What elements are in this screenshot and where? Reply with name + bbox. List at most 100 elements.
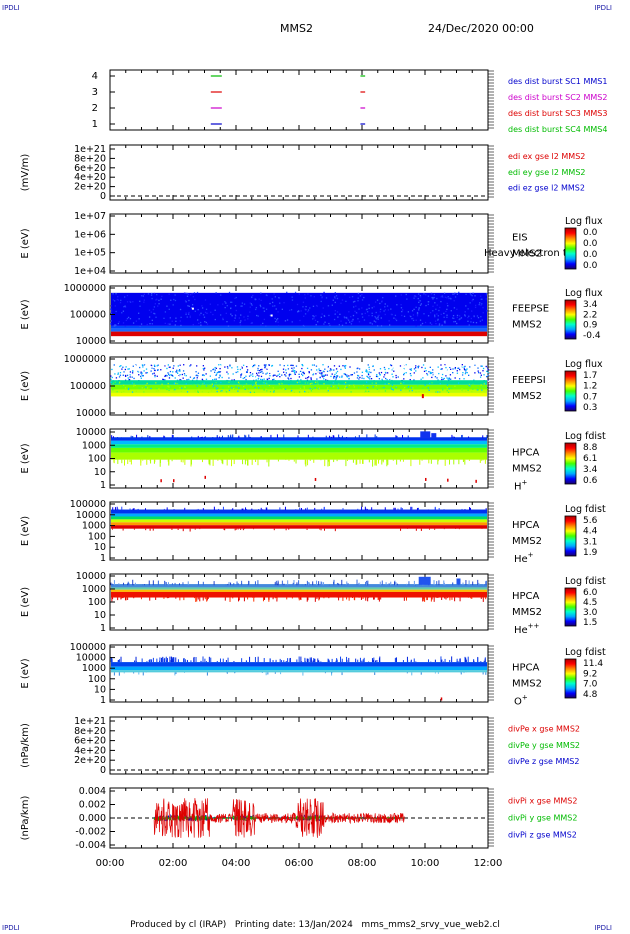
feepsi-speck bbox=[454, 373, 456, 375]
feepsi-speck bbox=[391, 388, 393, 391]
feepse-speck bbox=[132, 322, 135, 324]
feepse-speck bbox=[358, 321, 361, 323]
feepsi-speck bbox=[361, 377, 363, 379]
feepsi-speck bbox=[244, 388, 246, 391]
feepse-band bbox=[111, 328, 487, 332]
feepse-speck bbox=[470, 317, 473, 320]
feepsi-speck bbox=[358, 368, 361, 370]
feepsi-speck bbox=[127, 378, 129, 380]
feepsi-speck bbox=[450, 387, 453, 389]
feepse-band bbox=[111, 292, 487, 326]
feepsi-speck bbox=[393, 370, 395, 372]
feepsi-speck bbox=[226, 365, 229, 368]
ytick-label: 2e+20 bbox=[74, 182, 106, 193]
ytick-label: 10000 bbox=[76, 571, 106, 582]
feepsi-speck bbox=[181, 377, 183, 380]
feepsi-speck bbox=[191, 366, 193, 369]
feepse-speck bbox=[478, 303, 480, 306]
feepsi-speck bbox=[256, 374, 258, 376]
feepsi-speck bbox=[447, 378, 449, 380]
ytick-label: 4 bbox=[92, 71, 98, 82]
feepsi-speck bbox=[316, 378, 318, 380]
feepsi-speck bbox=[202, 365, 205, 367]
legend-entry: des dist burst SC3 MMS3 bbox=[508, 109, 607, 118]
feepsi-speck bbox=[135, 390, 137, 392]
feepsi-speck bbox=[321, 373, 323, 375]
feepsi-speck bbox=[303, 387, 306, 389]
legend-entry: des dist burst SC1 MMS1 bbox=[508, 77, 607, 86]
colorbar-tick-label: 7.0 bbox=[583, 680, 598, 690]
feepsi-speck bbox=[332, 375, 335, 377]
feepsi-speck bbox=[278, 373, 281, 375]
feepsi-speck bbox=[483, 374, 485, 376]
feepse-speck bbox=[394, 314, 397, 317]
feepse-speck bbox=[358, 308, 360, 310]
ytick-label: 10 bbox=[94, 467, 106, 478]
feepse-speck bbox=[238, 317, 241, 319]
feepsi-speck bbox=[440, 364, 442, 366]
feepse-speck bbox=[199, 321, 202, 324]
feepsi-speck bbox=[341, 376, 343, 378]
feepsi-speck bbox=[224, 373, 226, 375]
feepse-speck bbox=[114, 305, 116, 307]
feepse-speck bbox=[241, 305, 243, 307]
colorbar-tick-label: 1.5 bbox=[583, 618, 597, 628]
feepsi-speck bbox=[123, 390, 125, 393]
feepsi-speck bbox=[281, 372, 283, 374]
feepse-speck bbox=[249, 306, 251, 308]
feepse-speck bbox=[275, 320, 277, 323]
feepse-speck bbox=[174, 324, 176, 326]
feepse-speck bbox=[200, 324, 202, 326]
feepsi-speck bbox=[389, 368, 392, 370]
feepse-speck bbox=[222, 317, 224, 319]
feepse-speck bbox=[115, 293, 117, 295]
feepsi-speck bbox=[217, 387, 219, 389]
feepse-speck bbox=[352, 318, 354, 321]
feepsi-speck bbox=[401, 370, 403, 372]
feepse-speck bbox=[357, 292, 360, 295]
feepsi-speck bbox=[261, 368, 263, 371]
feepsi-speck bbox=[239, 368, 242, 371]
feepsi-speck bbox=[384, 383, 386, 385]
feepse-speck bbox=[247, 315, 249, 317]
feepse-speck bbox=[114, 325, 116, 327]
feepsi-speck bbox=[151, 367, 153, 369]
feepsi-speck bbox=[219, 375, 221, 377]
hpca-hepp-band bbox=[111, 591, 487, 598]
feepsi-speck bbox=[447, 391, 450, 394]
feepsi-speck bbox=[272, 387, 274, 389]
feepsi-speck bbox=[287, 377, 289, 379]
feepsi-speck bbox=[310, 390, 313, 392]
feepsi-speck bbox=[211, 383, 213, 385]
feepsi-speck bbox=[172, 371, 174, 373]
feepse-speck bbox=[430, 292, 433, 295]
feepse-speck bbox=[435, 322, 437, 325]
feepse-speck bbox=[269, 302, 271, 305]
hpca-h-band bbox=[111, 440, 487, 445]
feepsi-speck bbox=[469, 385, 471, 387]
feepse-speck bbox=[314, 319, 317, 322]
feepsi-speck bbox=[411, 387, 413, 389]
feepse-speck bbox=[244, 319, 246, 321]
feepse-speck bbox=[155, 299, 157, 301]
feepsi-speck bbox=[263, 389, 265, 391]
feepsi-speck bbox=[293, 391, 296, 393]
feepsi-speck bbox=[368, 371, 370, 373]
feepsi-speck bbox=[164, 374, 167, 377]
feepse-speck bbox=[251, 322, 253, 324]
feepsi-speck bbox=[222, 387, 224, 389]
feepse-speck bbox=[122, 322, 125, 324]
feepsi-speck bbox=[119, 381, 121, 383]
feepse-speck bbox=[471, 295, 473, 297]
feepsi-speck bbox=[254, 387, 256, 389]
feepsi-speck bbox=[144, 365, 147, 367]
feepsi-speck bbox=[464, 390, 467, 392]
feepsi-speck bbox=[482, 370, 484, 372]
feepse-speck bbox=[472, 321, 475, 324]
feepse-speck bbox=[444, 320, 446, 322]
feepse-speck bbox=[234, 297, 236, 300]
feepse-speck bbox=[279, 302, 281, 304]
feepse-speck bbox=[374, 315, 376, 318]
feepsi-speck bbox=[404, 386, 406, 389]
feepse-speck bbox=[174, 299, 177, 302]
